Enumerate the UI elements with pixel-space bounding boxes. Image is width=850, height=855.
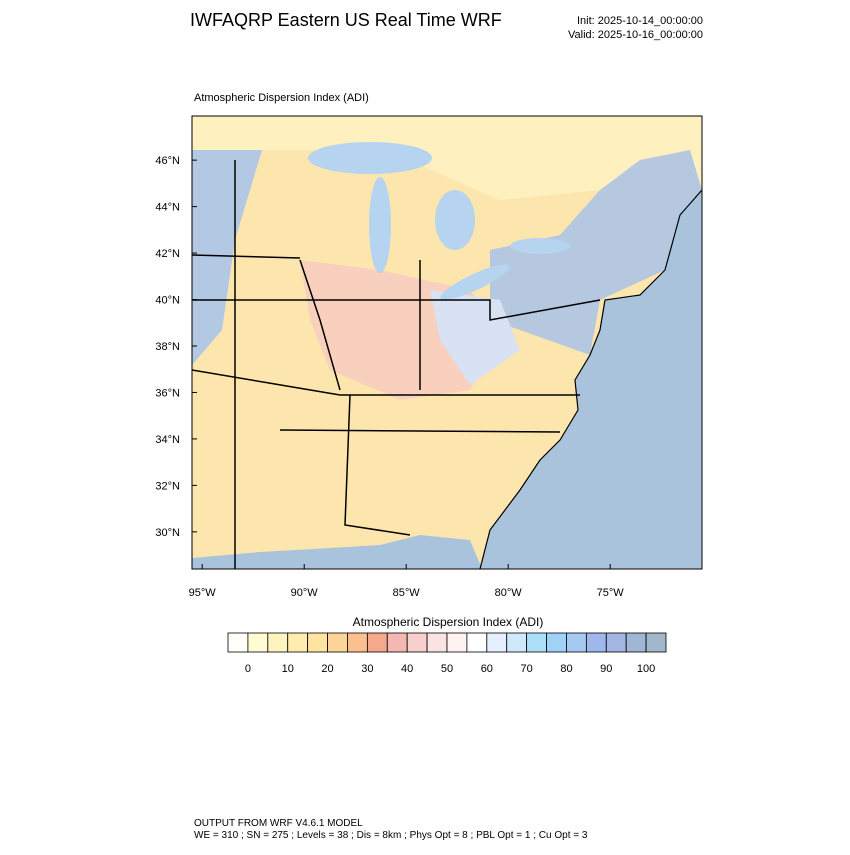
lat-tick-label: 38°N: [155, 341, 180, 353]
colorbar-box: [406, 632, 428, 653]
lake: [510, 238, 570, 254]
colorbar-box: [227, 632, 249, 653]
lat-tick-label: 42°N: [155, 248, 180, 260]
lake: [435, 190, 475, 250]
title: IWFAQRP Eastern US Real Time WRF: [190, 10, 502, 30]
colorbar-box: [267, 632, 289, 653]
lon-tick-label: 80°W: [495, 587, 523, 599]
adi-region: [430, 290, 520, 385]
lat-tick-label: 30°N: [155, 527, 180, 539]
ocean: [480, 190, 702, 569]
colorbar-box: [386, 632, 408, 653]
colorbar-label: 20: [321, 663, 333, 675]
footer-line: WE = 310 ; SN = 275 ; Levels = 38 ; Dis …: [194, 830, 588, 841]
colorbar-box: [466, 632, 488, 653]
lon-tick-label: 90°W: [291, 587, 319, 599]
colorbar-box: [566, 632, 587, 653]
lat-tick-label: 44°N: [155, 202, 180, 214]
adi-region: [490, 150, 702, 355]
colorbar-box: [645, 632, 667, 653]
lon-tick-label: 95°W: [189, 587, 217, 599]
colorbar-box: [247, 632, 269, 653]
colorbar-label: 40: [401, 663, 413, 675]
lake: [308, 142, 432, 174]
colorbar-box: [546, 632, 567, 653]
lat-tick-label: 40°N: [155, 295, 180, 307]
colorbar-box: [446, 632, 468, 653]
colorbar-label: 10: [282, 663, 294, 675]
colorbar-label: 70: [521, 663, 533, 675]
lon-tick-label: 85°W: [393, 587, 421, 599]
footer-line: OUTPUT FROM WRF V4.6.1 MODEL: [194, 818, 363, 829]
map-frame: [191, 115, 703, 570]
colorbar-box: [585, 632, 607, 653]
gulf: [192, 535, 482, 569]
colorbar-box: [366, 632, 388, 653]
lat-tick-label: 32°N: [155, 480, 180, 492]
colorbar-box: [486, 632, 508, 653]
valid-time: Valid: 2025-10-16_00:00:00: [568, 29, 703, 41]
colorbar-title: Atmospheric Dispersion Index (ADI): [353, 615, 544, 629]
lon-tick-label: 75°W: [597, 587, 625, 599]
colorbar-box: [307, 632, 328, 653]
map-subtitle: Atmospheric Dispersion Index (ADI): [194, 92, 369, 104]
colorbar-label: 80: [560, 663, 572, 675]
colorbar-label: 50: [441, 663, 453, 675]
colorbar-label: 0: [245, 663, 251, 675]
colorbar-box: [327, 632, 348, 653]
colorbar-label: 100: [637, 663, 655, 675]
colorbar-box: [526, 632, 547, 653]
colorbar-label: 90: [600, 663, 612, 675]
colorbar-box: [287, 632, 309, 653]
colorbar-box: [506, 632, 528, 653]
coastline: [479, 189, 702, 569]
colorbar-box: [625, 632, 647, 653]
colorbar-label: 30: [361, 663, 373, 675]
map: [192, 116, 702, 569]
colorbar-box: [605, 632, 627, 653]
lat-tick-label: 34°N: [155, 434, 180, 446]
colorbar-label: 60: [481, 663, 493, 675]
colorbar-box: [426, 632, 448, 653]
canada: [192, 116, 702, 200]
lake: [440, 264, 510, 300]
state-borders: [192, 160, 601, 569]
lat-tick-label: 36°N: [155, 387, 180, 399]
lat-tick-label: 46°N: [155, 155, 180, 167]
colorbar-box: [347, 632, 368, 653]
lake: [369, 177, 391, 273]
init-time: Init: 2025-10-14_00:00:00: [577, 15, 703, 27]
adi-region: [192, 150, 262, 365]
